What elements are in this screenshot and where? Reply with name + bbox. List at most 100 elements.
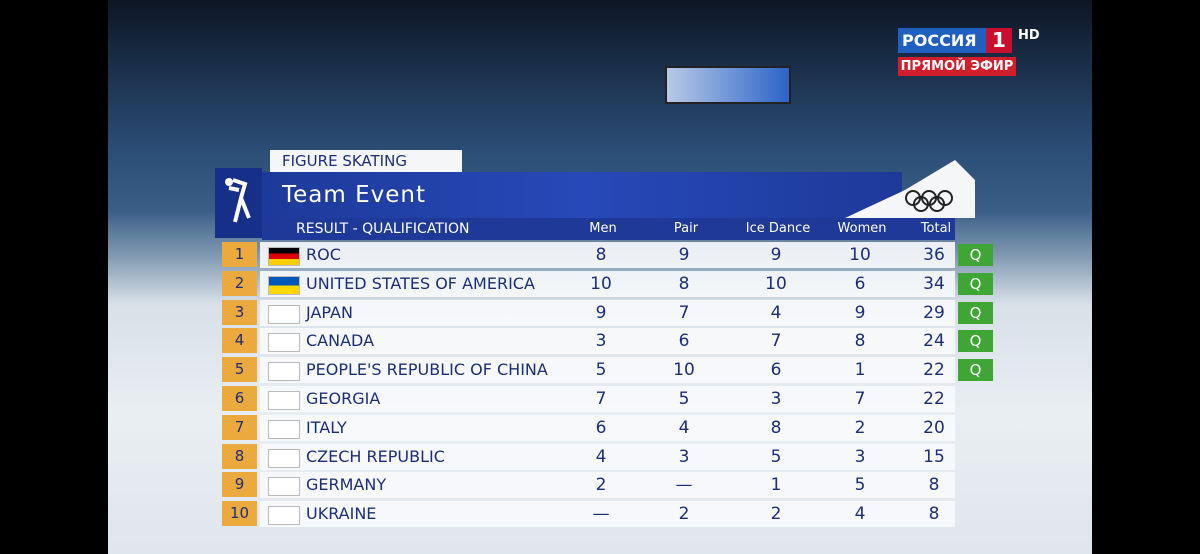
qualified-badge: Q: [958, 330, 993, 353]
score: 9: [854, 302, 866, 323]
rank: 5: [222, 357, 257, 383]
score: 7: [770, 331, 782, 352]
column-header: Pair: [673, 221, 699, 236]
row-bar: 10 8 10 6 34: [260, 270, 955, 297]
flag: [268, 333, 300, 353]
olympic-logo: [845, 160, 975, 218]
table-row: 6 7 5 3 7 22 Georgia: [222, 386, 1002, 412]
score: 6: [678, 331, 690, 352]
team-name: Georgia: [306, 389, 381, 408]
score: 9: [595, 302, 607, 323]
row-bar: 5 10 6 1 22: [260, 357, 955, 384]
flag: [268, 419, 300, 439]
score: 2: [854, 417, 866, 438]
row-bar: 4 3 5 3 15: [260, 443, 955, 470]
score: 36: [923, 245, 945, 265]
score: 1: [770, 475, 782, 496]
flag: [268, 275, 300, 295]
score: 6: [770, 360, 782, 381]
score: 34: [923, 273, 945, 294]
score: 4: [678, 417, 690, 438]
rank: 7: [222, 414, 257, 440]
score: 5: [770, 446, 782, 467]
arena-screen: [665, 66, 791, 104]
score: 8: [678, 273, 690, 294]
table-row: 8 4 3 5 3 15 Czech Republic: [222, 443, 1002, 470]
subtitle: RESULT - QUALIFICATION: [296, 221, 470, 237]
score: 10: [849, 245, 871, 265]
table-row: 2 10 8 10 6 34 United States of America Q: [222, 270, 1002, 297]
column-header: Total: [920, 221, 952, 236]
team-name: Czech Republic: [306, 446, 445, 466]
table-row: 4 3 6 7 8 24 Canada Q: [222, 328, 1002, 355]
flag: [268, 304, 300, 324]
score: 10: [765, 273, 787, 294]
table-row: 10 — 2 2 4 8 Ukraine: [222, 501, 1002, 528]
score: 3: [854, 446, 866, 467]
score: 20: [923, 417, 945, 438]
row-bar: 8 9 9 10 36: [260, 242, 955, 268]
score: 8: [928, 504, 940, 525]
score: 8: [854, 331, 866, 352]
live-label: ПРЯМОЙ ЭФИР: [898, 57, 1016, 76]
row-bar: — 2 2 4 8: [260, 501, 955, 528]
score: 1: [854, 360, 866, 381]
score: 8: [928, 475, 940, 496]
score: 7: [854, 389, 866, 409]
sport-label: FIGURE SKATING: [270, 150, 462, 172]
score: 4: [595, 446, 607, 467]
team-name: Canada: [306, 331, 375, 351]
score: 4: [854, 504, 866, 525]
flag: [268, 247, 300, 266]
score: 10: [673, 360, 695, 381]
table-row: 7 6 4 8 2 20 Italy: [222, 414, 1002, 441]
team-name: People's Republic of China: [306, 360, 548, 380]
rank: 2: [222, 270, 257, 296]
score: 7: [595, 389, 607, 409]
qualified-badge: Q: [958, 272, 993, 295]
row-bar: 3 6 7 8 24: [260, 328, 955, 355]
score: 6: [595, 417, 607, 438]
flag: [268, 448, 300, 468]
channel-quality: HD: [1018, 28, 1040, 43]
row-bar: 6 4 8 2 20: [260, 414, 955, 441]
score: 5: [678, 389, 690, 409]
rank: 6: [222, 386, 257, 411]
event-title: Team Event: [262, 172, 902, 218]
table-row: 9 2 — 1 5 8 Germany: [222, 472, 1002, 499]
score: 6: [854, 273, 866, 294]
team-name: Japan: [306, 302, 353, 322]
score: 4: [770, 302, 782, 323]
score: 9: [678, 245, 690, 265]
rank: 4: [222, 328, 257, 354]
rank: 3: [222, 299, 257, 325]
score: —: [592, 504, 610, 525]
team-name: Germany: [306, 475, 387, 495]
qualified-badge: Q: [958, 359, 993, 382]
score: 8: [595, 245, 607, 265]
channel-name: РОССИЯ: [898, 28, 1002, 53]
row-bar: 7 5 3 7 22: [260, 386, 955, 412]
score: 9: [770, 245, 782, 265]
channel-logo: РОССИЯ 1 HD ПРЯМОЙ ЭФИР: [898, 28, 1040, 78]
rank: 8: [222, 443, 257, 469]
score: 3: [770, 389, 782, 409]
column-header: Women: [837, 221, 887, 236]
score: 22: [923, 360, 945, 381]
row-bar: 9 7 4 9 29: [260, 299, 955, 326]
team-name: Ukraine: [306, 504, 377, 524]
olympic-rings: [845, 160, 975, 218]
table-row: 5 5 10 6 1 22 People's Republic of China Q: [222, 357, 1002, 384]
score: —: [675, 475, 693, 496]
flag: [268, 506, 300, 526]
qualified-badge: Q: [958, 244, 993, 266]
flag: [268, 477, 300, 497]
score: 5: [595, 360, 607, 381]
score: 10: [590, 273, 612, 294]
rank: 10: [222, 501, 257, 527]
rank: 9: [222, 472, 257, 498]
score: 24: [923, 331, 945, 352]
score: 3: [678, 446, 690, 467]
skater-pictogram: [215, 168, 262, 238]
score: 2: [678, 504, 690, 525]
